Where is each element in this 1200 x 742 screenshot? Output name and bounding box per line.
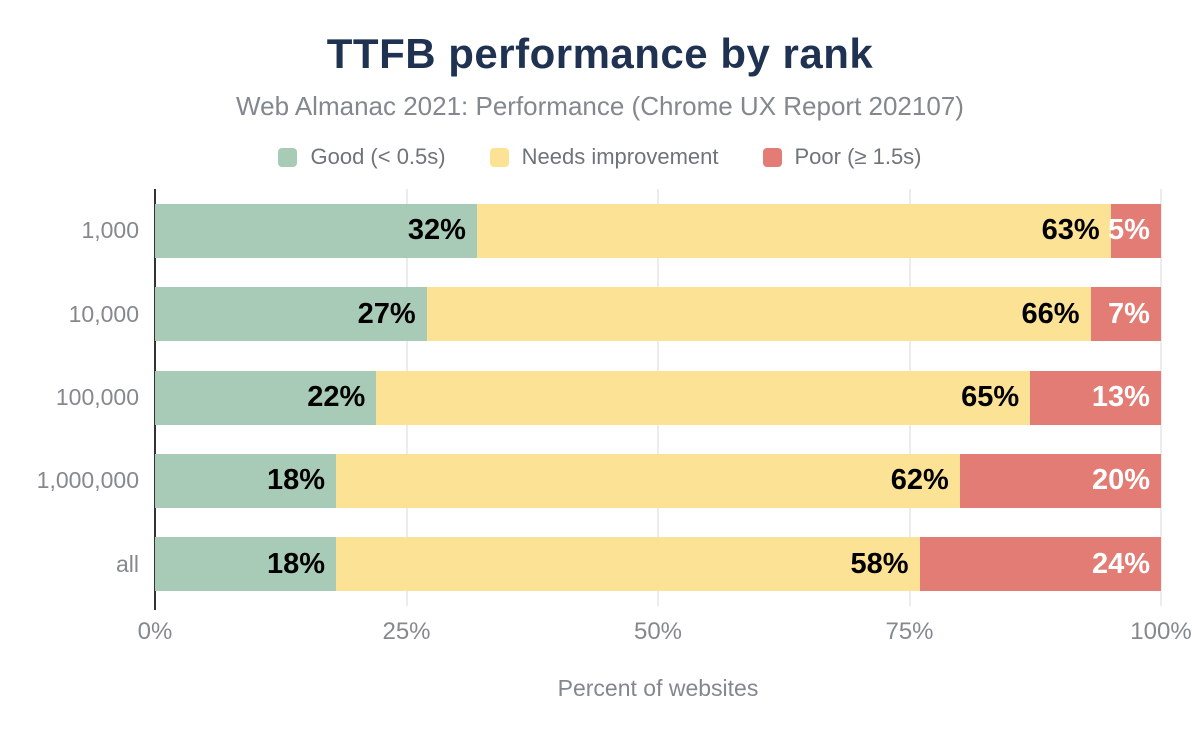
chart-subtitle: Web Almanac 2021: Performance (Chrome UX… — [236, 91, 964, 121]
legend-swatch-icon — [489, 147, 509, 167]
x-tick-75: 75% — [885, 618, 934, 645]
bar-segment-1[interactable]: 62% — [336, 453, 960, 508]
bar-segment-1[interactable]: 63% — [476, 203, 1111, 258]
legend-item-0[interactable]: Good (< 0.5s) — [278, 144, 446, 170]
legend-label: Needs improvement — [521, 144, 719, 169]
bar-segment-0[interactable]: 27% — [155, 287, 427, 342]
bar-segment-0[interactable]: 18% — [155, 453, 337, 508]
plot-area: 1,000 32% 63% 5% 10,000 27% 66% 7% 100,000 22% 65%… — [0, 189, 1200, 702]
bar-segment-1[interactable]: 65% — [376, 370, 1031, 425]
plot: 1,000 32% 63% 5% 10,000 27% 66% 7% 100,000 22% 65%… — [37, 189, 1162, 610]
bar-segment-2[interactable]: 7% — [1090, 287, 1161, 342]
bar-value-label: 13% — [1091, 381, 1150, 414]
bar-segment-1[interactable]: 66% — [426, 287, 1091, 342]
bar-segment-2[interactable]: 24% — [919, 537, 1161, 592]
category-label: 100,000 — [55, 384, 139, 411]
category-label: 1,000 — [81, 217, 139, 244]
chart-row-1: 10,000 27% 66% 7% — [69, 272, 1161, 355]
x-axis-title: Percent of websites — [0, 675, 1200, 702]
bar-value-label: 18% — [267, 547, 326, 580]
bar-value-label: 62% — [890, 464, 949, 497]
bar-track: 27% 66% 7% — [155, 287, 1161, 342]
bar-segment-0[interactable]: 32% — [155, 203, 477, 258]
x-tick-100: 100% — [1130, 618, 1192, 645]
bar-value-label: 20% — [1091, 464, 1150, 497]
bar-segment-1[interactable]: 58% — [336, 537, 920, 592]
bar-segment-2[interactable]: 20% — [959, 453, 1161, 508]
x-tick-25: 25% — [382, 618, 431, 645]
category-label: 10,000 — [68, 300, 139, 327]
bar-value-label: 18% — [267, 464, 326, 497]
bar-track: 18% 58% 24% — [155, 537, 1161, 592]
x-axis-title-text: Percent of websites — [557, 675, 759, 701]
chart-row-0: 1,000 32% 63% 5% — [81, 189, 1161, 272]
bar-value-label: 24% — [1091, 547, 1150, 580]
bar-value-label: 7% — [1108, 297, 1150, 330]
chart-row-3: 1,000,000 18% 62% 20% — [37, 439, 1161, 522]
bar-value-label: 58% — [850, 547, 909, 580]
category-label: all — [115, 550, 139, 577]
legend: Good (< 0.5s) Needs improvement Poor (≥ 1.… — [0, 143, 1200, 171]
bar-value-label: 65% — [961, 381, 1020, 414]
x-tick-0: 0% — [137, 618, 173, 645]
chart-row-4: all 18% 58% 24% — [116, 523, 1161, 606]
legend-label: Poor (≥ 1.5s) — [794, 144, 922, 169]
chart-row-2: 100,000 22% 65% 13% — [56, 356, 1161, 439]
bar-segment-0[interactable]: 18% — [155, 537, 337, 592]
plot-rows: 1,000 32% 63% 5% 10,000 27% 66% 7% 100,000 22% 65%… — [37, 189, 1161, 606]
bar-value-label: 32% — [407, 214, 466, 247]
bar-value-label: 66% — [1021, 297, 1080, 330]
bar-value-label: 27% — [357, 297, 416, 330]
category-label: 1,000,000 — [36, 467, 139, 494]
legend-item-2[interactable]: Poor (≥ 1.5s) — [762, 144, 922, 170]
bar-track: 22% 65% 13% — [155, 370, 1161, 425]
gridline-100 — [1160, 189, 1162, 606]
bar-segment-2[interactable]: 5% — [1108, 203, 1161, 258]
bar-value-label: 5% — [1108, 214, 1150, 247]
bar-value-label: 22% — [307, 381, 366, 414]
legend-label: Good (< 0.5s) — [310, 144, 446, 169]
legend-swatch-icon — [278, 147, 298, 167]
legend-item-1[interactable]: Needs improvement — [489, 144, 719, 170]
chart-title: TTFB performance by rank — [326, 30, 874, 77]
bar-track: 32% 63% 5% — [155, 203, 1161, 258]
x-axis-ticks: 0% 25% 50% 75% 100% — [138, 618, 1192, 648]
bar-track: 18% 62% 20% — [155, 453, 1161, 508]
bar-segment-0[interactable]: 22% — [155, 370, 377, 425]
bar-value-label: 63% — [1041, 214, 1100, 247]
legend-swatch-icon — [762, 147, 782, 167]
bar-segment-2[interactable]: 13% — [1030, 370, 1161, 425]
x-tick-50: 50% — [633, 618, 683, 645]
